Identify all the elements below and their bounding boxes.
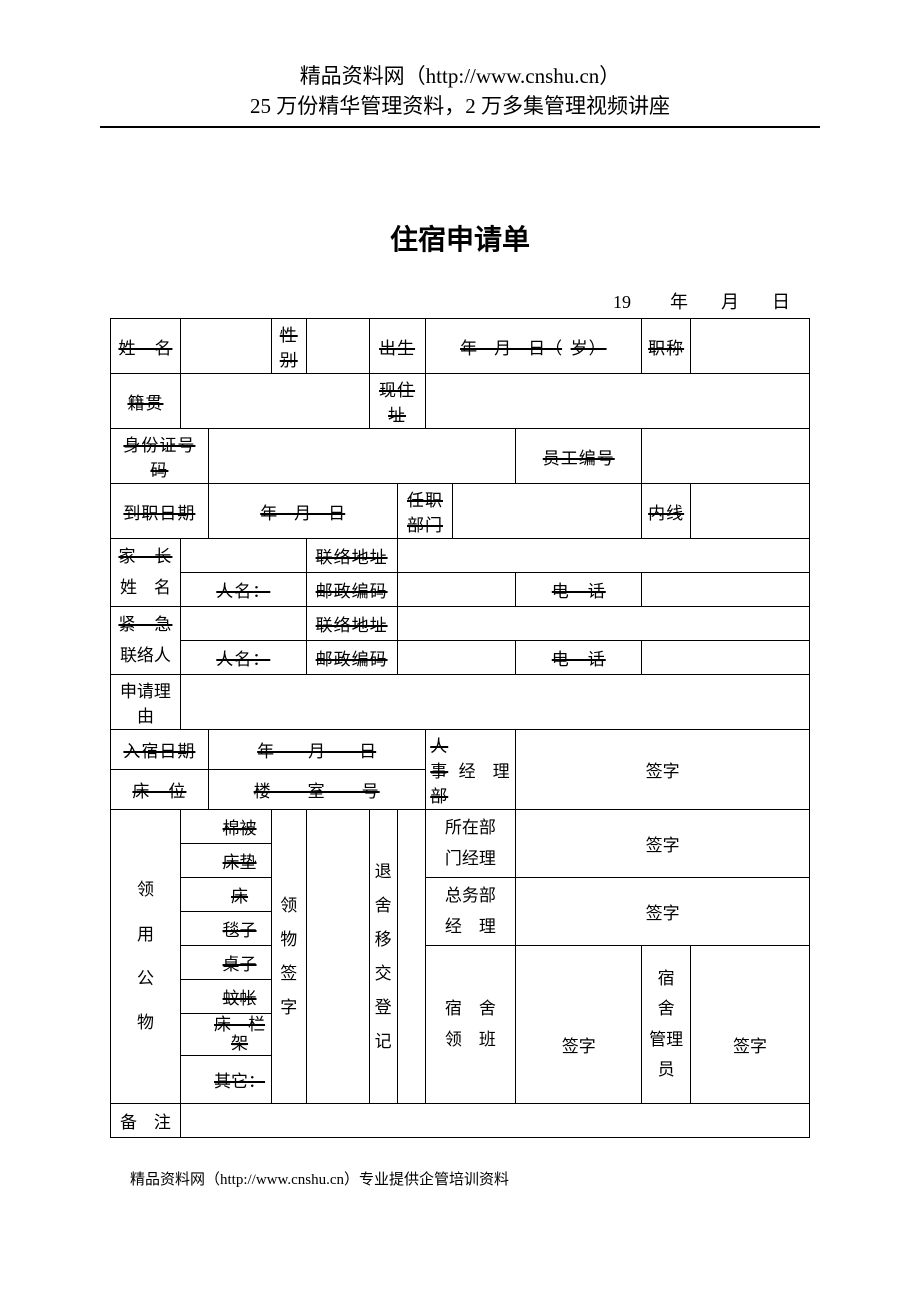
item-2: 床 [208,878,271,912]
item-7: 其它： [208,1056,271,1104]
r3-id-label: 身份证号码 [111,429,209,484]
r6b-tel-label: 电 话 [516,641,642,675]
chk-4[interactable] [180,946,208,980]
r5b-zip-label: 邮政编码 [306,573,397,607]
chk-2[interactable] [180,878,208,912]
r9-bed-val[interactable]: 楼 室 号 [208,770,425,810]
page-footer: 精品资料网（http://www.cnshu.cn）专业提供企管培训资料 [100,1168,820,1189]
r5b-name[interactable]: 人名： [180,573,306,607]
r1-name-label: 姓 名 [111,319,181,374]
r1-birth-val[interactable]: 年 月 日（ 岁） [425,319,642,374]
right-r3-label2: 宿 舍管理员 [642,946,691,1104]
r4-date-val[interactable]: 年 月 日 [208,484,397,539]
chk-3[interactable] [180,912,208,946]
r8-indate-val[interactable]: 年 月 日 [208,730,425,770]
r8-indate-label: 入宿日期 [111,730,209,770]
right-r3-label: 宿 舍领 班 [425,946,516,1104]
r5-parent: 家 长 姓 名 [111,539,181,607]
r1-sex-val[interactable] [306,319,369,374]
r1-sex-label: 性别 [271,319,306,374]
r6b-zip-val[interactable] [397,641,516,675]
r5b-tel-val[interactable] [642,573,810,607]
r5b-zip-val[interactable] [397,573,516,607]
r1-name-val[interactable] [180,319,271,374]
r1-title-val[interactable] [691,319,810,374]
r4-dept-label: 任职部门 [397,484,453,539]
item-1: 床垫 [208,844,271,878]
item-3: 毯子 [208,912,271,946]
r4-ext-label: 内线 [642,484,691,539]
header-line1: 精品资料网（http://www.cnshu.cn） [100,60,820,90]
right-r3-sig2[interactable]: 签字 [691,946,810,1104]
item-6: 床 栏 架 [208,1014,271,1056]
r9-sig[interactable]: 签字 [516,730,810,810]
r5b-tel-label: 电 话 [516,573,642,607]
receive-checkout[interactable] [397,810,425,1104]
chk-0[interactable] [180,810,208,844]
date-year: 年 [670,288,688,314]
item-5: 蚊帐 [208,980,271,1014]
receive-col3: 退舍移交登记 [369,810,397,1104]
r6-contact: 紧 急 联络人 [111,607,181,675]
r5-pname[interactable] [180,539,306,573]
r9-bed-label: 床 位 [111,770,209,810]
r8-hr-strike: 人事部 [425,730,453,810]
right-r3-sig[interactable]: 签字 [516,946,642,1104]
application-form: 姓 名 性别 出生 年 月 日（ 岁） 职称 籍贯 现住址 身份证号码 员工编号 [110,318,810,1138]
right-r1-label: 所在部门经理 [425,810,516,878]
r6b-zip-label: 邮政编码 [306,641,397,675]
r3-emp-label: 员工编号 [516,429,642,484]
chk-1[interactable] [180,844,208,878]
header-rule [100,126,820,128]
r2-origin-label: 籍贯 [111,374,181,429]
item-0: 棉被 [208,810,271,844]
r1-birth-label: 出生 [369,319,425,374]
r2-origin-val[interactable] [180,374,369,429]
chk-6[interactable] [180,1014,208,1056]
r6-addr-val[interactable] [397,607,809,641]
date-month: 月 [721,288,739,314]
receive-col2: 领物签字 [271,810,306,1104]
r4-ext-val[interactable] [691,484,810,539]
item-4: 桌子 [208,946,271,980]
r1-title-label: 职称 [642,319,691,374]
r6-addr-label: 联络地址 [306,607,397,641]
r3-emp-val[interactable] [642,429,810,484]
chk-7[interactable] [180,1056,208,1104]
r5-addr-val[interactable] [397,539,809,573]
r2-addr-val[interactable] [425,374,810,429]
remark-label: 备 注 [111,1104,181,1138]
header-line2: 25 万份精华管理资料，2 万多集管理视频讲座 [100,90,820,120]
r9-mgr: 经 理 [453,730,516,810]
r7-reason-label: 申请理由 [111,675,181,730]
form-title: 住宿申请单 [100,218,820,258]
r5-addr-label: 联络地址 [306,539,397,573]
receive-sig[interactable] [306,810,369,1104]
r4-date-label: 到职日期 [111,484,209,539]
right-r2-label: 总务部经 理 [425,878,516,946]
remark-val[interactable] [180,1104,809,1138]
r6b-tel-val[interactable] [642,641,810,675]
date-line: 19 年 月 日 [100,288,820,314]
right-r1-sig[interactable]: 签字 [516,810,810,878]
r3-id-val[interactable] [208,429,516,484]
r7-reason-val[interactable] [180,675,809,730]
right-r2-sig[interactable]: 签字 [516,878,810,946]
receive-head: 领用公物 [111,810,181,1104]
r2-addr-label: 现住址 [369,374,425,429]
r6-cname[interactable] [180,607,306,641]
r4-dept-val[interactable] [453,484,642,539]
page-header: 精品资料网（http://www.cnshu.cn） 25 万份精华管理资料，2… [100,60,820,128]
date-prefix: 19 [613,292,631,313]
date-day: 日 [772,288,790,314]
r6b-name[interactable]: 人名： [180,641,306,675]
chk-5[interactable] [180,980,208,1014]
